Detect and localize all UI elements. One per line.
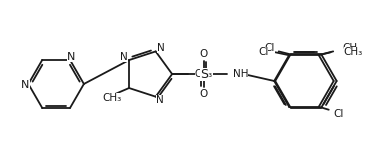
Text: Cl: Cl — [334, 109, 344, 119]
Text: NH: NH — [232, 69, 248, 79]
Text: N: N — [156, 95, 163, 105]
Text: N: N — [21, 80, 30, 90]
Text: N: N — [120, 52, 128, 62]
Text: CH₃: CH₃ — [344, 47, 363, 57]
Text: N: N — [67, 52, 75, 62]
Text: N: N — [157, 43, 165, 53]
Text: Cl: Cl — [265, 43, 275, 53]
Text: CH₃: CH₃ — [103, 93, 122, 103]
Text: Cl: Cl — [258, 47, 269, 57]
Text: O: O — [200, 89, 208, 99]
Text: S: S — [200, 68, 208, 81]
Text: CH₃: CH₃ — [342, 43, 361, 53]
Text: CH₃: CH₃ — [195, 69, 213, 79]
Text: O: O — [200, 49, 208, 59]
